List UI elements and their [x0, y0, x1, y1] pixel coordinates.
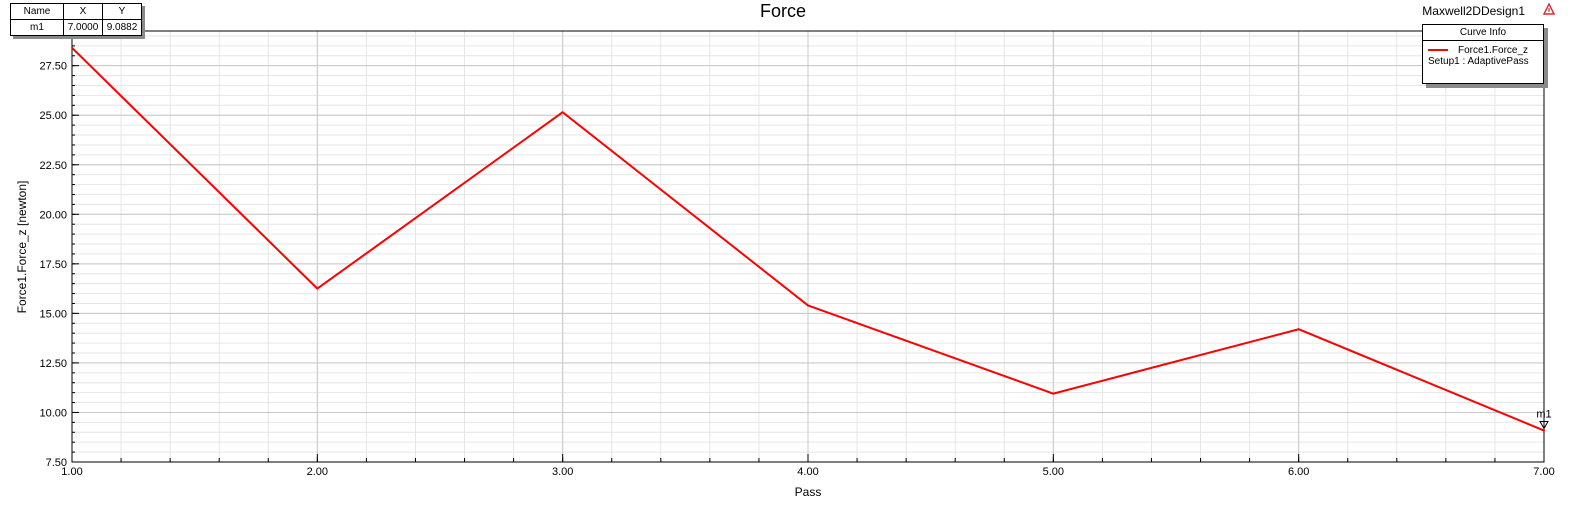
x-tick-label: 1.00 — [61, 466, 82, 478]
y-tick-label: 20.00 — [39, 209, 67, 221]
y-tick-label: 12.50 — [39, 358, 67, 370]
marker-label: m1 — [1536, 409, 1551, 421]
marker-name-cell: m1 — [10, 19, 64, 36]
axis-ticks: 1.00 2.00 3.00 4.00 5.00 6.00 7.00 7.50 10.00 12.… — [39, 35, 1555, 478]
data-point — [71, 46, 73, 49]
x-axis-label: Pass — [795, 485, 822, 499]
y-tick-label: 27.50 — [39, 61, 67, 73]
legend-entry[interactable]: Force1.Force_z — [1423, 44, 1543, 56]
data-point — [807, 304, 809, 307]
col-header-name: Name — [10, 3, 64, 20]
grid — [71, 31, 1545, 463]
x-tick-label: 5.00 — [1043, 466, 1064, 478]
y-axis-label: Force1.Force_z [newton] — [15, 181, 29, 314]
marker-table-header: Name X Y — [10, 3, 142, 20]
chart-title: Force — [760, 1, 806, 21]
legend-entry-sub: Setup1 : AdaptivePass — [1428, 56, 1529, 67]
analysis-triangle-icon[interactable] — [1543, 3, 1555, 15]
legend-entry-name: Force1.Force_z — [1458, 44, 1529, 56]
marker-data-table[interactable]: Name X Y m1 7.0000 9.0882 — [10, 3, 142, 36]
col-header-y: Y — [102, 3, 142, 20]
x-tick-label: 4.00 — [797, 466, 818, 478]
legend-title: Curve Info — [1423, 25, 1543, 41]
x-tick-label: 3.00 — [552, 466, 573, 478]
data-point — [1052, 392, 1055, 395]
curve-info-legend[interactable]: Curve Info Force1.Force_z Setup1 : Adapt… — [1422, 24, 1544, 84]
col-header-x: X — [63, 3, 103, 20]
design-name: Maxwell2DDesign1 — [1422, 4, 1525, 18]
y-tick-label: 22.50 — [39, 160, 67, 172]
x-tick-label: 2.00 — [307, 466, 328, 478]
marker-layer: m1 — [1536, 409, 1552, 430]
x-tick-label: 7.00 — [1533, 466, 1554, 478]
marker-x-cell: 7.0000 — [63, 19, 103, 36]
series-layer — [71, 46, 1545, 432]
x-tick-label: 6.00 — [1288, 466, 1309, 478]
y-tick-label: 25.00 — [39, 110, 67, 122]
marker-triangle — [1539, 421, 1549, 430]
y-tick-label: 7.50 — [46, 457, 67, 469]
data-point — [316, 287, 319, 290]
legend-swatch — [1428, 49, 1448, 51]
y-tick-label: 10.00 — [39, 407, 67, 419]
marker-y-cell: 9.0882 — [102, 19, 142, 36]
data-point — [561, 111, 564, 114]
y-tick-label: 15.00 — [39, 308, 67, 320]
data-point — [1297, 328, 1300, 331]
y-tick-label: 17.50 — [39, 259, 67, 271]
data-point — [1543, 429, 1545, 432]
table-row[interactable]: m1 7.0000 9.0882 — [10, 19, 142, 36]
